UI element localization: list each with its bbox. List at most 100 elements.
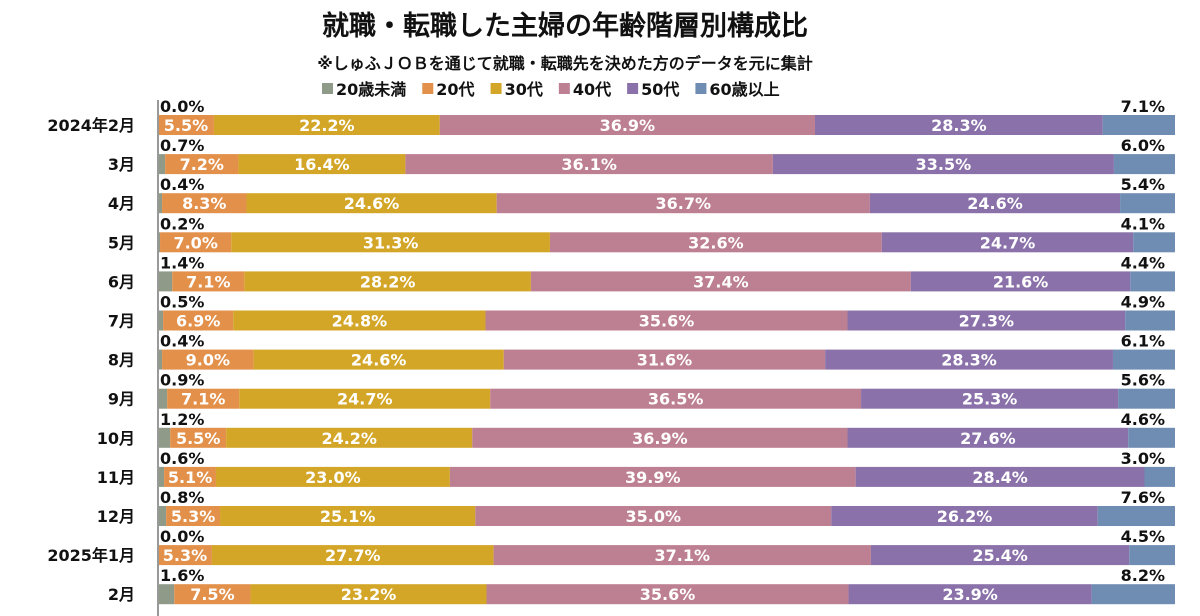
data-label: 23.2% (341, 585, 397, 604)
bar-segment (825, 349, 1113, 370)
bar-segment (250, 584, 487, 605)
data-label: 35.0% (626, 507, 682, 526)
data-label: 22.2% (299, 116, 355, 135)
bar-segment (472, 427, 848, 448)
category-label: 9月 (108, 390, 135, 409)
bar-segment (1125, 310, 1175, 331)
bar-segment (772, 154, 1114, 175)
data-label: 4.6% (1121, 410, 1165, 429)
data-label: 26.2% (937, 507, 993, 526)
data-label: 36.9% (632, 429, 688, 448)
bar-segment (490, 388, 862, 409)
data-label: 6.9% (176, 312, 220, 331)
data-label: 28.4% (972, 468, 1028, 487)
data-label: 27.7% (325, 546, 381, 565)
bar-segment (1130, 271, 1175, 292)
legend-label: 50代 (641, 80, 679, 99)
bar-segment (163, 310, 234, 331)
bar-segment (475, 506, 832, 526)
bar-segment (1097, 506, 1175, 526)
category-label: 2025年1月 (47, 546, 135, 565)
bar-segment (1128, 427, 1175, 448)
data-label: 27.3% (959, 312, 1015, 331)
data-label: 25.1% (320, 507, 376, 526)
category-label: 12月 (97, 507, 135, 526)
data-label: 16.4% (294, 155, 350, 174)
data-label: 24.8% (332, 312, 388, 331)
bar-segment (1091, 584, 1175, 605)
data-label: 3.0% (1121, 449, 1165, 468)
bar-segment (215, 466, 450, 487)
bar-segment (439, 115, 815, 135)
bar-segment (160, 232, 232, 253)
bar-segment (158, 427, 171, 448)
chart-title: 就職・転職した主婦の年齢階層別構成比 (322, 11, 808, 42)
bar-segment (158, 466, 165, 487)
bar-segment (158, 193, 163, 214)
bar-segment (211, 545, 494, 566)
data-label: 24.7% (337, 390, 393, 409)
category-label: 2月 (108, 585, 135, 604)
data-label: 5.3% (171, 507, 215, 526)
bar-segment (239, 388, 491, 409)
bar-segment (496, 193, 870, 214)
legend-swatch (558, 83, 570, 94)
data-label: 36.9% (600, 116, 656, 135)
bar-segment (530, 271, 911, 292)
data-label: 0.6% (160, 449, 204, 468)
data-label: 7.1% (181, 390, 225, 409)
data-label: 0.9% (160, 371, 204, 390)
data-label: 5.4% (1121, 175, 1165, 194)
bar-segment (158, 349, 163, 370)
data-label: 0.0% (160, 527, 204, 546)
bar-segment (847, 310, 1126, 331)
category-label: 7月 (108, 312, 135, 331)
data-label: 0.8% (160, 488, 204, 507)
bar-segment (1102, 115, 1175, 135)
bar-segment (503, 349, 826, 370)
data-label: 25.3% (962, 390, 1018, 409)
legend-swatch (627, 83, 639, 94)
data-label: 7.1% (1121, 97, 1165, 116)
bar-segment (174, 584, 251, 605)
bar-segment (1112, 349, 1175, 370)
bar-segment (170, 427, 227, 448)
category-label: 2024年2月 (47, 116, 135, 135)
bar-segment (220, 506, 476, 526)
bar-segment (1118, 388, 1175, 409)
bar-segment (158, 388, 168, 409)
data-label: 4.9% (1121, 293, 1165, 312)
category-label: 8月 (108, 351, 135, 370)
bar-segment (158, 271, 173, 292)
data-label: 0.4% (160, 175, 204, 194)
data-label: 31.6% (637, 351, 693, 370)
data-label: 36.7% (656, 194, 712, 213)
data-label: 0.4% (160, 332, 204, 351)
bar-segment (158, 310, 164, 331)
bar-segment (1113, 154, 1175, 175)
legend-label: 60歳以上 (709, 80, 779, 99)
bar-segment (164, 466, 216, 487)
data-label: 7.6% (1121, 488, 1165, 507)
category-label: 3月 (108, 155, 135, 174)
data-label: 5.5% (164, 116, 208, 135)
data-label: 5.1% (168, 468, 212, 487)
data-label: 37.4% (693, 272, 749, 291)
bar-segment (831, 506, 1098, 526)
data-label: 7.0% (173, 233, 217, 252)
bar-segment (549, 232, 882, 253)
data-label: 5.3% (163, 546, 207, 565)
bar-segment (855, 466, 1145, 487)
legend-label: 30代 (505, 80, 543, 99)
bar-segment (881, 232, 1134, 253)
data-label: 6.0% (1121, 136, 1165, 155)
data-label: 23.0% (305, 468, 361, 487)
data-label: 32.6% (688, 233, 744, 252)
data-label: 35.6% (639, 312, 695, 331)
data-label: 4.4% (1121, 253, 1165, 272)
bar-segment (869, 193, 1121, 214)
data-label: 28.3% (931, 116, 987, 135)
data-label: 0.7% (160, 136, 204, 155)
data-label: 5.6% (1121, 371, 1165, 390)
